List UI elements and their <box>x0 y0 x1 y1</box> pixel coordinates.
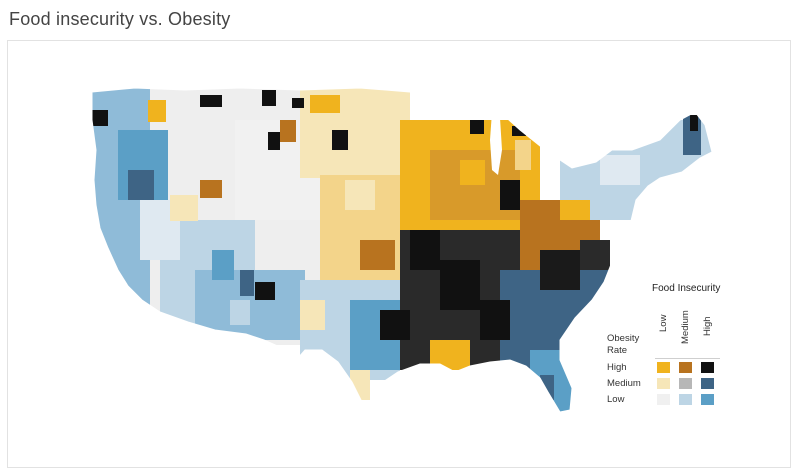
county-tile <box>560 200 590 220</box>
swatch-medium-low[interactable] <box>657 378 670 389</box>
county-tile <box>332 130 348 150</box>
swatch-low-low[interactable] <box>657 394 670 405</box>
county-tile <box>292 98 304 108</box>
legend-axis-title-line2: Rate <box>607 345 628 356</box>
county-tile <box>500 180 520 210</box>
county-tile <box>200 180 222 198</box>
region-florida <box>530 350 580 412</box>
county-tile <box>480 300 510 340</box>
county-tile <box>512 126 526 136</box>
county-tile <box>230 300 250 325</box>
legend-divider <box>655 358 720 359</box>
county-tile <box>280 120 296 142</box>
swatch-low-medium[interactable] <box>679 394 692 405</box>
swatch-medium-high[interactable] <box>701 378 714 389</box>
county-tile <box>460 160 485 185</box>
swatch-medium-medium[interactable] <box>679 378 692 389</box>
us-outline <box>91 87 713 413</box>
swatch-high-low[interactable] <box>657 362 670 373</box>
county-tile <box>345 180 375 210</box>
county-tile <box>540 250 580 290</box>
legend-col-high: High <box>702 316 713 336</box>
county-tile <box>255 282 275 300</box>
county-tile <box>240 270 254 296</box>
swatch-low-high[interactable] <box>701 394 714 405</box>
bivariate-legend: Food Insecurity Low Medium High Obesity … <box>600 280 730 420</box>
county-tile <box>580 240 610 270</box>
county-tile <box>262 90 276 106</box>
legend-row-high: High <box>607 362 627 373</box>
county-tile <box>310 95 340 113</box>
legend-axis-title: Obesity Rate <box>607 333 647 357</box>
county-tile <box>360 240 395 270</box>
county-tile <box>440 260 480 310</box>
county-tile <box>470 120 484 134</box>
county-tile <box>212 250 234 280</box>
county-tile <box>410 230 440 270</box>
county-tile <box>300 300 325 330</box>
swatch-high-high[interactable] <box>701 362 714 373</box>
legend-axis-title-line1: Obesity <box>607 333 640 344</box>
swatch-high-medium[interactable] <box>679 362 692 373</box>
county-tile <box>148 100 166 122</box>
county-tile <box>200 95 222 107</box>
lake-michigan <box>490 112 502 175</box>
legend-row-low: Low <box>607 394 625 405</box>
legend-row-medium: Medium <box>607 378 641 389</box>
county-tile <box>128 170 154 200</box>
page-title: Food insecurity vs. Obesity <box>9 9 231 29</box>
legend-col-medium: Medium <box>680 310 691 344</box>
county-tile <box>92 110 108 126</box>
county-tile <box>380 310 410 340</box>
county-tile <box>600 155 640 185</box>
county-tile <box>268 132 280 150</box>
county-tile <box>690 115 698 131</box>
county-tile <box>540 375 554 400</box>
county-fill-group <box>92 88 712 412</box>
county-tile <box>170 195 198 221</box>
county-tile <box>515 140 531 170</box>
county-tile <box>430 340 470 370</box>
legend-title: Food Insecurity <box>652 283 721 294</box>
legend-col-low: Low <box>658 314 669 332</box>
